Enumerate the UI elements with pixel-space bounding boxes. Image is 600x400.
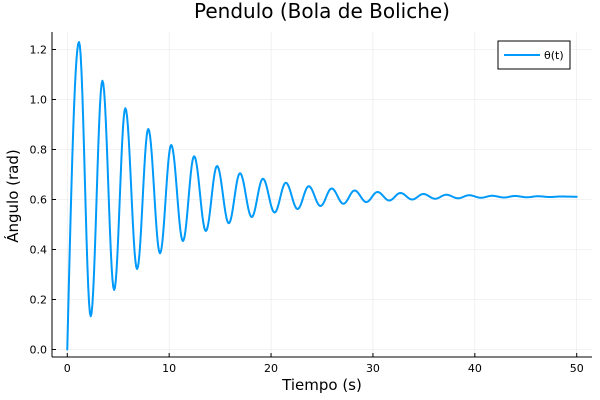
legend-series-label: θ(t) [544, 49, 564, 62]
legend: θ(t) [497, 40, 571, 70]
x-axis-label: Tiempo (s) [281, 376, 362, 394]
grid-lines [52, 32, 592, 357]
y-axis-label: Ángulo (rad) [3, 149, 22, 243]
x-tick-label: 0 [64, 362, 71, 375]
y-tick-label: 0.2 [30, 294, 48, 307]
x-tick-label: 50 [570, 362, 584, 375]
x-tick-label: 10 [162, 362, 176, 375]
y-ticks: 0.0 0.2 0.4 0.6 0.8 1.0 1.2 [30, 44, 56, 357]
series-line-theta [66, 41, 578, 351]
x-ticks: 0 10 20 30 40 50 [64, 353, 584, 375]
x-tick-label: 20 [264, 362, 278, 375]
y-tick-label: 0.8 [30, 144, 48, 157]
y-tick-label: 1.0 [30, 94, 48, 107]
axes [51, 32, 592, 358]
series-layer [66, 41, 578, 351]
chart-title: Pendulo (Bola de Boliche) [194, 0, 450, 23]
y-tick-label: 0.4 [30, 244, 48, 257]
y-tick-label: 0.6 [30, 194, 48, 207]
x-tick-label: 40 [468, 362, 482, 375]
y-tick-label: 1.2 [30, 44, 48, 57]
y-tick-label: 0.0 [30, 344, 48, 357]
x-tick-label: 30 [366, 362, 380, 375]
